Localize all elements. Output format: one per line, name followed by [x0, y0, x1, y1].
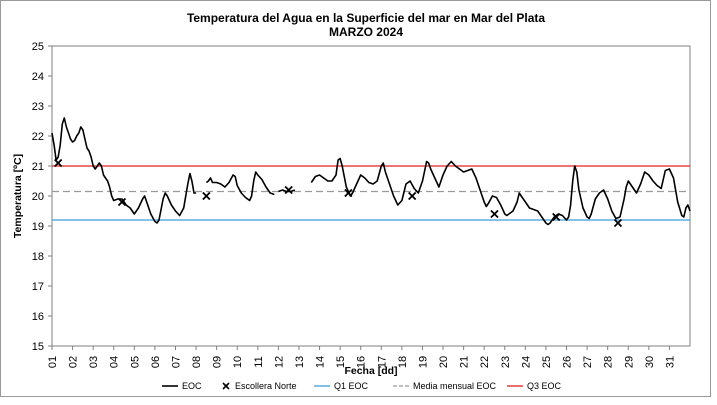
y-tick-label: 17 — [32, 281, 44, 293]
x-tick-label: 24 — [520, 356, 532, 368]
legend-label: Media mensual EOC — [413, 381, 497, 391]
y-axis: 15 16 17 18 19 20 21 22 23 24 25 — [32, 41, 52, 353]
escollera-norte-point — [202, 191, 211, 201]
legend-item: EOC — [162, 381, 202, 391]
x-tick-label: 15 — [335, 356, 347, 368]
x-axis: 01 02 03 04 05 06 07 08 09 10 11 12 13 14 15 16 17 18 19 20… — [47, 346, 676, 368]
eoc-line-segment — [310, 157, 691, 226]
legend-label: EOC — [182, 381, 202, 391]
escollera-norte-point — [54, 158, 63, 168]
y-tick-label: 18 — [32, 251, 44, 263]
eoc-series — [51, 117, 691, 226]
y-tick-label: 25 — [32, 41, 44, 53]
y-tick-label: 15 — [32, 341, 44, 353]
x-tick-label: 18 — [397, 356, 409, 368]
x-tick-label: 10 — [232, 356, 244, 368]
x-tick-label: 11 — [253, 356, 265, 367]
y-tick-label: 24 — [32, 71, 44, 83]
x-tick-label: 26 — [562, 356, 574, 368]
y-axis-title: Temperatura [ºC] — [12, 154, 24, 238]
escollera-norte-point — [344, 188, 353, 198]
eoc-line-segment — [205, 171, 275, 202]
legend-label: Q3 EOC — [527, 381, 562, 391]
x-tick-label: 01 — [47, 356, 59, 368]
x-tick-label: 12 — [273, 356, 285, 368]
y-tick-label: 23 — [32, 101, 44, 113]
legend: EOC Escollera Norte Q1 EOC Media mensual EO… — [162, 381, 562, 391]
escollera-norte-point — [613, 218, 623, 228]
x-tick-label: 21 — [459, 356, 471, 368]
legend-label: Q1 EOC — [334, 381, 369, 391]
legend-item: Media mensual EOC — [393, 381, 497, 391]
x-tick-label: 13 — [294, 356, 306, 368]
y-tick-label: 20 — [32, 191, 44, 203]
x-tick-label: 06 — [150, 356, 162, 368]
x-tick-label: 27 — [582, 356, 594, 368]
x-tick-label: 07 — [170, 356, 182, 368]
eoc-line-segment — [51, 117, 197, 224]
x-tick-label: 04 — [109, 356, 121, 368]
x-tick-label: 23 — [500, 356, 512, 368]
escollera-norte-point — [117, 197, 127, 207]
x-axis-title: Fecha [dd] — [344, 365, 397, 377]
y-tick-label: 21 — [32, 161, 44, 173]
x-tick-label: 22 — [479, 356, 491, 368]
legend-label: Escollera Norte — [235, 381, 297, 391]
x-tick-label: 29 — [623, 356, 635, 368]
escollera-norte-point — [490, 209, 499, 219]
plot-area — [51, 45, 691, 347]
legend-item: Q1 EOC — [314, 381, 369, 391]
chart-subtitle: MARZO 2024 — [329, 25, 403, 39]
legend-item: Escollera Norte — [222, 381, 297, 391]
x-tick-label: 14 — [315, 356, 327, 368]
x-tick-label: 03 — [88, 356, 100, 368]
x-tick-label: 05 — [129, 356, 141, 368]
x-tick-label: 08 — [191, 356, 203, 368]
legend-marker — [222, 382, 230, 390]
x-tick-label: 28 — [603, 356, 615, 368]
x-tick-label: 02 — [68, 356, 80, 368]
legend-item: Q3 EOC — [507, 381, 562, 391]
x-tick-label: 16 — [356, 356, 368, 368]
chart-title: Temperatura del Agua en la Superficie de… — [187, 11, 545, 25]
escollera-norte-point — [552, 212, 561, 222]
x-tick-label: 25 — [541, 356, 553, 368]
escollera-norte-point — [284, 185, 293, 195]
x-tick-label: 09 — [212, 356, 224, 368]
x-tick-label: 30 — [644, 356, 656, 368]
y-tick-label: 22 — [32, 131, 44, 143]
x-tick-label: 17 — [376, 356, 388, 368]
escollera-norte-series — [54, 158, 623, 228]
x-tick-label: 19 — [417, 356, 429, 368]
escollera-norte-point — [408, 191, 417, 201]
x-tick-label: 31 — [664, 356, 676, 368]
x-tick-label: 20 — [438, 356, 450, 368]
y-tick-label: 16 — [32, 311, 44, 323]
y-tick-label: 19 — [32, 221, 44, 233]
